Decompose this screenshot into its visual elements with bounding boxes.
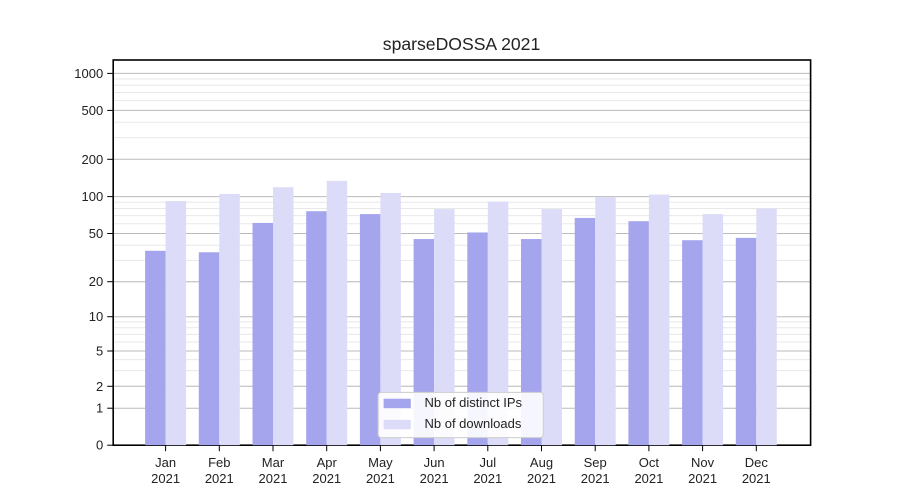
svg-text:2021: 2021 xyxy=(634,471,663,486)
svg-text:500: 500 xyxy=(81,103,103,118)
svg-text:Mar: Mar xyxy=(262,455,285,470)
svg-text:2021: 2021 xyxy=(742,471,771,486)
svg-text:10: 10 xyxy=(89,309,103,324)
svg-text:Nb of downloads: Nb of downloads xyxy=(425,416,522,431)
svg-text:200: 200 xyxy=(81,152,103,167)
svg-text:2021: 2021 xyxy=(366,471,395,486)
svg-text:1000: 1000 xyxy=(74,66,103,81)
svg-text:Nov: Nov xyxy=(691,455,715,470)
svg-text:Nb of distinct IPs: Nb of distinct IPs xyxy=(425,395,523,410)
svg-text:0: 0 xyxy=(96,438,103,453)
svg-text:May: May xyxy=(368,455,393,470)
svg-text:Dec: Dec xyxy=(745,455,769,470)
svg-text:2021: 2021 xyxy=(473,471,502,486)
svg-text:2021: 2021 xyxy=(151,471,180,486)
svg-text:2021: 2021 xyxy=(527,471,556,486)
svg-text:Jan: Jan xyxy=(155,455,176,470)
svg-text:2021: 2021 xyxy=(688,471,717,486)
svg-text:Jul: Jul xyxy=(479,455,496,470)
svg-text:sparseDOSSA 2021: sparseDOSSA 2021 xyxy=(383,34,540,54)
svg-text:Sep: Sep xyxy=(584,455,607,470)
svg-text:2021: 2021 xyxy=(259,471,288,486)
svg-text:Oct: Oct xyxy=(639,455,660,470)
svg-text:2021: 2021 xyxy=(581,471,610,486)
svg-text:20: 20 xyxy=(89,274,103,289)
svg-text:Apr: Apr xyxy=(317,455,338,470)
svg-text:50: 50 xyxy=(89,226,103,241)
svg-text:2: 2 xyxy=(96,379,103,394)
svg-text:2021: 2021 xyxy=(312,471,341,486)
svg-text:2021: 2021 xyxy=(420,471,449,486)
svg-text:Jun: Jun xyxy=(424,455,445,470)
svg-text:Aug: Aug xyxy=(530,455,553,470)
svg-text:100: 100 xyxy=(81,189,103,204)
svg-text:Feb: Feb xyxy=(208,455,230,470)
svg-text:1: 1 xyxy=(96,401,103,416)
svg-text:2021: 2021 xyxy=(205,471,234,486)
svg-text:5: 5 xyxy=(96,344,103,359)
